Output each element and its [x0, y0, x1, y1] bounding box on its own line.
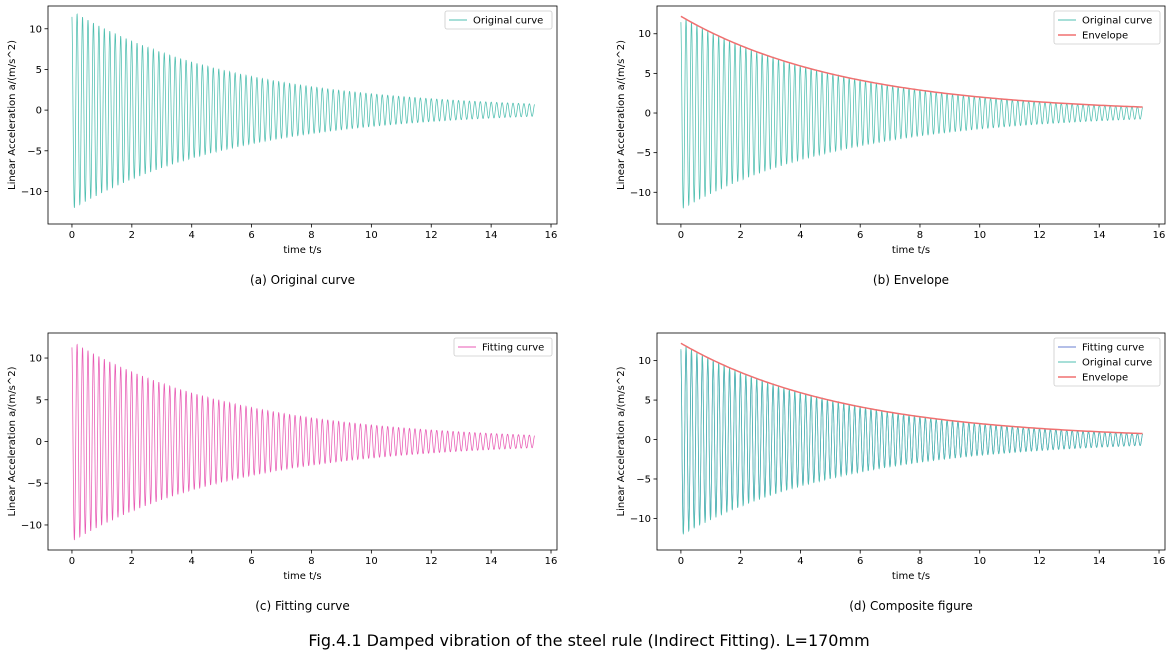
- legend-box: [444, 10, 553, 30]
- x-tick-label: 8: [917, 230, 923, 241]
- y-tick-label: −10: [630, 188, 651, 199]
- x-axis-label: time t/s: [892, 245, 930, 256]
- x-tick-label: 10: [365, 556, 378, 567]
- series-line-1: [71, 13, 535, 208]
- x-tick-label: 0: [678, 556, 684, 567]
- x-tick-label: 14: [485, 556, 498, 567]
- x-tick-label: 8: [308, 230, 314, 241]
- x-tick-label: 6: [857, 556, 863, 567]
- legend-entry: Fitting curve: [1082, 343, 1144, 354]
- x-tick-label: 16: [545, 230, 558, 241]
- x-tick-label: 10: [973, 556, 986, 567]
- x-axis-label: time t/s: [892, 571, 930, 582]
- legend-entry: Original curve: [473, 16, 543, 27]
- x-tick-label: 0: [69, 556, 75, 567]
- legend: Fitting curve: [453, 337, 553, 357]
- legend-entry: Original curve: [1082, 16, 1152, 27]
- legend-entry: Original curve: [1082, 358, 1152, 369]
- y-axis-label: Linear Acceleration a/(m/s^2): [7, 366, 18, 516]
- x-tick-label: 16: [545, 556, 558, 567]
- series-line-1: [71, 343, 535, 541]
- y-tick-label: 5: [645, 396, 651, 407]
- x-tick-label: 2: [737, 556, 743, 567]
- x-tick-label: 14: [1093, 230, 1106, 241]
- x-tick-label: 4: [189, 556, 195, 567]
- envelope-line: [680, 15, 1143, 108]
- y-tick-label: −5: [27, 146, 42, 157]
- legend-box: [453, 337, 553, 357]
- chart-panel-1: 0 2 4 6 8 10 12 14 16 −10 −5 0 5 10 time t/s Linear Acc…: [7, 5, 558, 287]
- x-axis-label: time t/s: [283, 245, 321, 256]
- x-tick-label: 4: [797, 230, 803, 241]
- legend: Fitting curve Original curve Envelope: [1053, 337, 1161, 387]
- legend-entry: Envelope: [1082, 31, 1128, 42]
- y-tick-label: 10: [29, 24, 42, 35]
- x-tick-label: 10: [973, 230, 986, 241]
- legend-entry: Fitting curve: [482, 343, 544, 354]
- x-tick-label: 6: [857, 230, 863, 241]
- x-tick-label: 12: [425, 230, 438, 241]
- x-tick-label: 0: [678, 230, 684, 241]
- chart-panel-3: 0 2 4 6 8 10 12 14 16 −10 −5 0 5 10 time t/s Linear Acc…: [7, 332, 558, 613]
- plot-frame: [656, 5, 1166, 225]
- x-tick-label: 6: [248, 556, 254, 567]
- x-tick-label: 12: [1033, 230, 1046, 241]
- x-tick-label: 12: [425, 556, 438, 567]
- plot-frame: [47, 332, 558, 551]
- y-axis-label: Linear Acceleration a/(m/s^2): [616, 40, 627, 190]
- y-tick-label: 10: [638, 29, 651, 40]
- legend: Original curve: [444, 10, 553, 30]
- legend-box: [1053, 10, 1161, 45]
- x-tick-label: 16: [1153, 230, 1166, 241]
- legend-entry: Envelope: [1082, 373, 1128, 384]
- plot-frame: [47, 5, 558, 225]
- legend-box: [1053, 337, 1161, 387]
- y-tick-label: 0: [36, 106, 42, 117]
- series-line-1: [680, 18, 1143, 209]
- y-tick-label: −5: [27, 479, 42, 490]
- y-tick-label: 10: [29, 354, 42, 365]
- y-tick-label: 5: [36, 395, 42, 406]
- y-tick-label: −5: [636, 474, 651, 485]
- x-tick-label: 12: [1033, 556, 1046, 567]
- y-tick-label: 10: [638, 356, 651, 367]
- chart-panel-4: 0 2 4 6 8 10 12 14 16 −10 −5 0 5 10 time t/s Linear Acc…: [616, 332, 1166, 613]
- panel-caption: (a) Original curve: [250, 273, 355, 287]
- x-tick-label: 2: [737, 230, 743, 241]
- legend: Original curve Envelope: [1053, 10, 1161, 45]
- panel-caption: (b) Envelope: [873, 273, 949, 287]
- panel-caption: (c) Fitting curve: [255, 599, 350, 613]
- y-tick-label: 5: [645, 69, 651, 80]
- envelope-line: [680, 342, 1143, 435]
- x-tick-label: 4: [189, 230, 195, 241]
- y-tick-label: −5: [636, 148, 651, 159]
- x-tick-label: 16: [1153, 556, 1166, 567]
- x-tick-label: 10: [365, 230, 378, 241]
- y-tick-label: −10: [21, 520, 42, 531]
- y-tick-label: −10: [21, 187, 42, 198]
- plot-frame: [656, 332, 1166, 551]
- y-tick-label: −10: [630, 514, 651, 525]
- panel-caption: (d) Composite figure: [849, 599, 973, 613]
- x-tick-label: 14: [485, 230, 498, 241]
- y-axis-label: Linear Acceleration a/(m/s^2): [616, 366, 627, 516]
- y-tick-label: 5: [36, 65, 42, 76]
- chart-panel-2: 0 2 4 6 8 10 12 14 16 −10 −5 0 5 10 time t/s Linear Acc…: [616, 5, 1166, 287]
- x-tick-label: 0: [69, 230, 75, 241]
- x-tick-label: 8: [308, 556, 314, 567]
- x-tick-label: 4: [797, 556, 803, 567]
- x-tick-label: 2: [129, 556, 135, 567]
- y-tick-label: 0: [36, 437, 42, 448]
- x-axis-label: time t/s: [283, 571, 321, 582]
- series-line-2: [680, 345, 1143, 535]
- x-tick-label: 6: [248, 230, 254, 241]
- y-tick-label: 0: [645, 435, 651, 446]
- figure-caption: Fig.4.1 Damped vibration of the steel ru…: [308, 631, 869, 650]
- y-tick-label: 0: [645, 109, 651, 120]
- x-tick-label: 14: [1093, 556, 1106, 567]
- x-tick-label: 2: [129, 230, 135, 241]
- x-tick-label: 8: [917, 556, 923, 567]
- y-axis-label: Linear Acceleration a/(m/s^2): [7, 40, 18, 190]
